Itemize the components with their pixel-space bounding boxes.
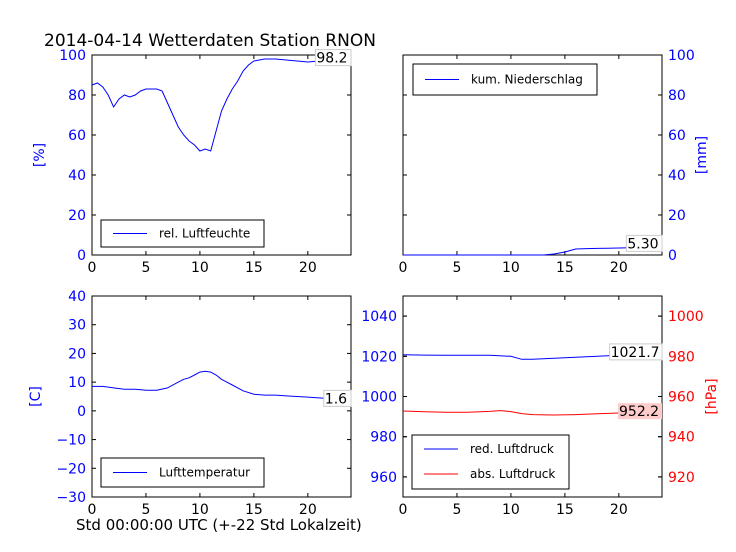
x-tick-label: 10 [502, 260, 520, 276]
series-line [91, 58, 352, 152]
x-tick-label: 15 [245, 260, 263, 276]
y-tick-label: 0 [668, 248, 677, 264]
y-tick-label: 80 [68, 88, 86, 104]
y-tick-label: 960 [668, 390, 695, 406]
y-axis-label: [mm] [694, 136, 710, 174]
legend-box [411, 434, 570, 490]
x-tick-label: 5 [452, 502, 461, 518]
x-tick-label: 20 [299, 260, 317, 276]
value-annotation: 952.2 [619, 404, 659, 420]
legend-label: red. Luftdruck [470, 442, 554, 456]
y-tick-label: 960 [370, 470, 397, 486]
x-tick-label: 0 [88, 502, 97, 518]
x-tick-label: 15 [556, 502, 574, 518]
annotation-box [314, 49, 352, 67]
x-tick-label: 20 [610, 260, 628, 276]
y-tick-label: 1000 [361, 390, 397, 406]
figure-title: 2014-04-14 Wetterdaten Station RNON [44, 31, 376, 51]
x-tick-label: 0 [88, 260, 97, 276]
legend-label: Lufttemperatur [159, 466, 250, 480]
x-tick-label: 5 [141, 502, 150, 518]
annotation-box [609, 343, 663, 361]
value-annotation: 1021.7 [611, 345, 660, 361]
x-axis-label: Std 00:00:00 UTC (+-22 Std Lokalzeit) [76, 516, 362, 534]
annotation-box [323, 389, 352, 407]
y-tick-label: 60 [68, 128, 86, 144]
x-tick-label: 10 [191, 260, 209, 276]
x-tick-label: 10 [191, 502, 209, 518]
y-tick-label: 100 [59, 48, 86, 64]
annotation-box [618, 403, 662, 420]
legend-label: rel. Luftfeuchte [159, 227, 250, 241]
y-tick-label: 1000 [668, 309, 704, 325]
legend-label: kum. Niederschlag [471, 73, 583, 87]
series-line [402, 410, 663, 416]
y-tick-label: 40 [68, 289, 86, 305]
legend-label: abs. Luftdruck [470, 467, 555, 481]
value-annotation: 98.2 [316, 51, 347, 67]
y-tick-label: 10 [68, 375, 86, 391]
y-tick-label: 20 [68, 208, 86, 224]
y-tick-label: 0 [77, 248, 86, 264]
y-tick-label: 60 [668, 128, 686, 144]
x-tick-label: 15 [556, 260, 574, 276]
y-tick-label: 100 [668, 48, 695, 64]
value-annotation: 1.6 [325, 391, 347, 407]
y-tick-label: 40 [668, 168, 686, 184]
x-tick-label: 0 [399, 260, 408, 276]
x-tick-label: 0 [399, 502, 408, 518]
x-tick-label: 5 [452, 260, 461, 276]
y-tick-label: 0 [77, 404, 86, 420]
y-tick-label: 920 [668, 470, 695, 486]
y-tick-label: −10 [56, 433, 86, 449]
y-tick-label: 980 [370, 430, 397, 446]
y-tick-label: 1040 [361, 309, 397, 325]
y-tick-label: 940 [668, 430, 695, 446]
y-tick-label: −30 [56, 490, 86, 506]
series-line [92, 370, 351, 400]
y-tick-label: −20 [56, 461, 86, 477]
x-tick-label: 15 [245, 502, 263, 518]
annotation-box [625, 234, 663, 252]
y-tick-label: 80 [668, 88, 686, 104]
y-tick-label: 1020 [361, 349, 397, 365]
x-tick-label: 5 [141, 260, 150, 276]
y-tick-label: 30 [68, 318, 86, 334]
y-tick-label: 40 [68, 168, 86, 184]
y-tick-label: 980 [668, 349, 695, 365]
x-tick-label: 20 [610, 502, 628, 518]
y-tick-label: 20 [668, 208, 686, 224]
y-axis-label: [hPa] [704, 378, 720, 414]
value-annotation: 5.30 [627, 236, 658, 252]
y-axis-label: [C] [28, 386, 44, 407]
x-tick-label: 10 [502, 502, 520, 518]
x-tick-label: 20 [299, 502, 317, 518]
y-axis-label: [%] [32, 143, 48, 167]
y-tick-label: 20 [68, 346, 86, 362]
